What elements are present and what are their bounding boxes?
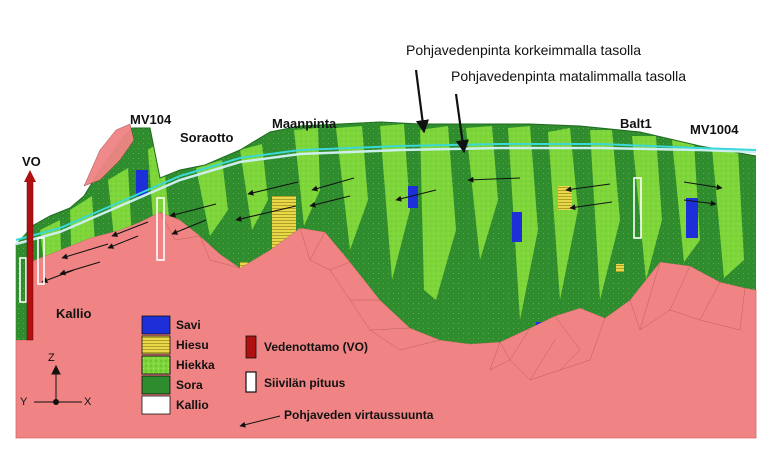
intake-well-vo [24, 170, 36, 341]
water-table-pointers [414, 69, 469, 154]
legend-sora: Sora [176, 378, 203, 392]
legend-intake: Vedenottamo (VO) [264, 340, 369, 354]
label-soraotto: Soraotto [180, 130, 234, 145]
label-water-low: Pohjavedenpinta matalimmalla tasolla [451, 68, 687, 84]
axis-x-label: X [84, 396, 92, 408]
legend-kallio: Kallio [176, 398, 209, 412]
label-mv1004: MV1004 [690, 122, 739, 137]
label-balt1: Balt1 [620, 116, 652, 131]
axis-z-label: Z [48, 352, 55, 364]
clay-lenses [136, 170, 698, 340]
legend-savi: Savi [176, 318, 201, 332]
bedrock-mesh [83, 127, 746, 381]
well-screens [19, 177, 642, 303]
axis-indicator [34, 364, 82, 405]
label-water-high: Pohjavedenpinta korkeimmalla tasolla [406, 42, 642, 58]
water-table-high [15, 143, 757, 241]
label-mv104: MV104 [130, 112, 172, 127]
label-vo: VO [22, 154, 41, 169]
label-kallio: Kallio [56, 306, 92, 321]
legend-screen: Siivilän pituus [264, 376, 346, 390]
flow-arrows [41, 176, 723, 283]
legend-swatches [141, 315, 257, 415]
mv104-mound [83, 123, 135, 187]
axis-y-label: Y [20, 396, 28, 408]
legend-flow-arrow [239, 415, 281, 428]
legend-flow: Pohjaveden virtaussuunta [284, 408, 434, 422]
legend-hiekka: Hiekka [176, 358, 215, 372]
legend-hiesu: Hiesu [176, 338, 209, 352]
label-maanpinta: Maanpinta [272, 116, 337, 131]
water-table-low [15, 146, 757, 246]
